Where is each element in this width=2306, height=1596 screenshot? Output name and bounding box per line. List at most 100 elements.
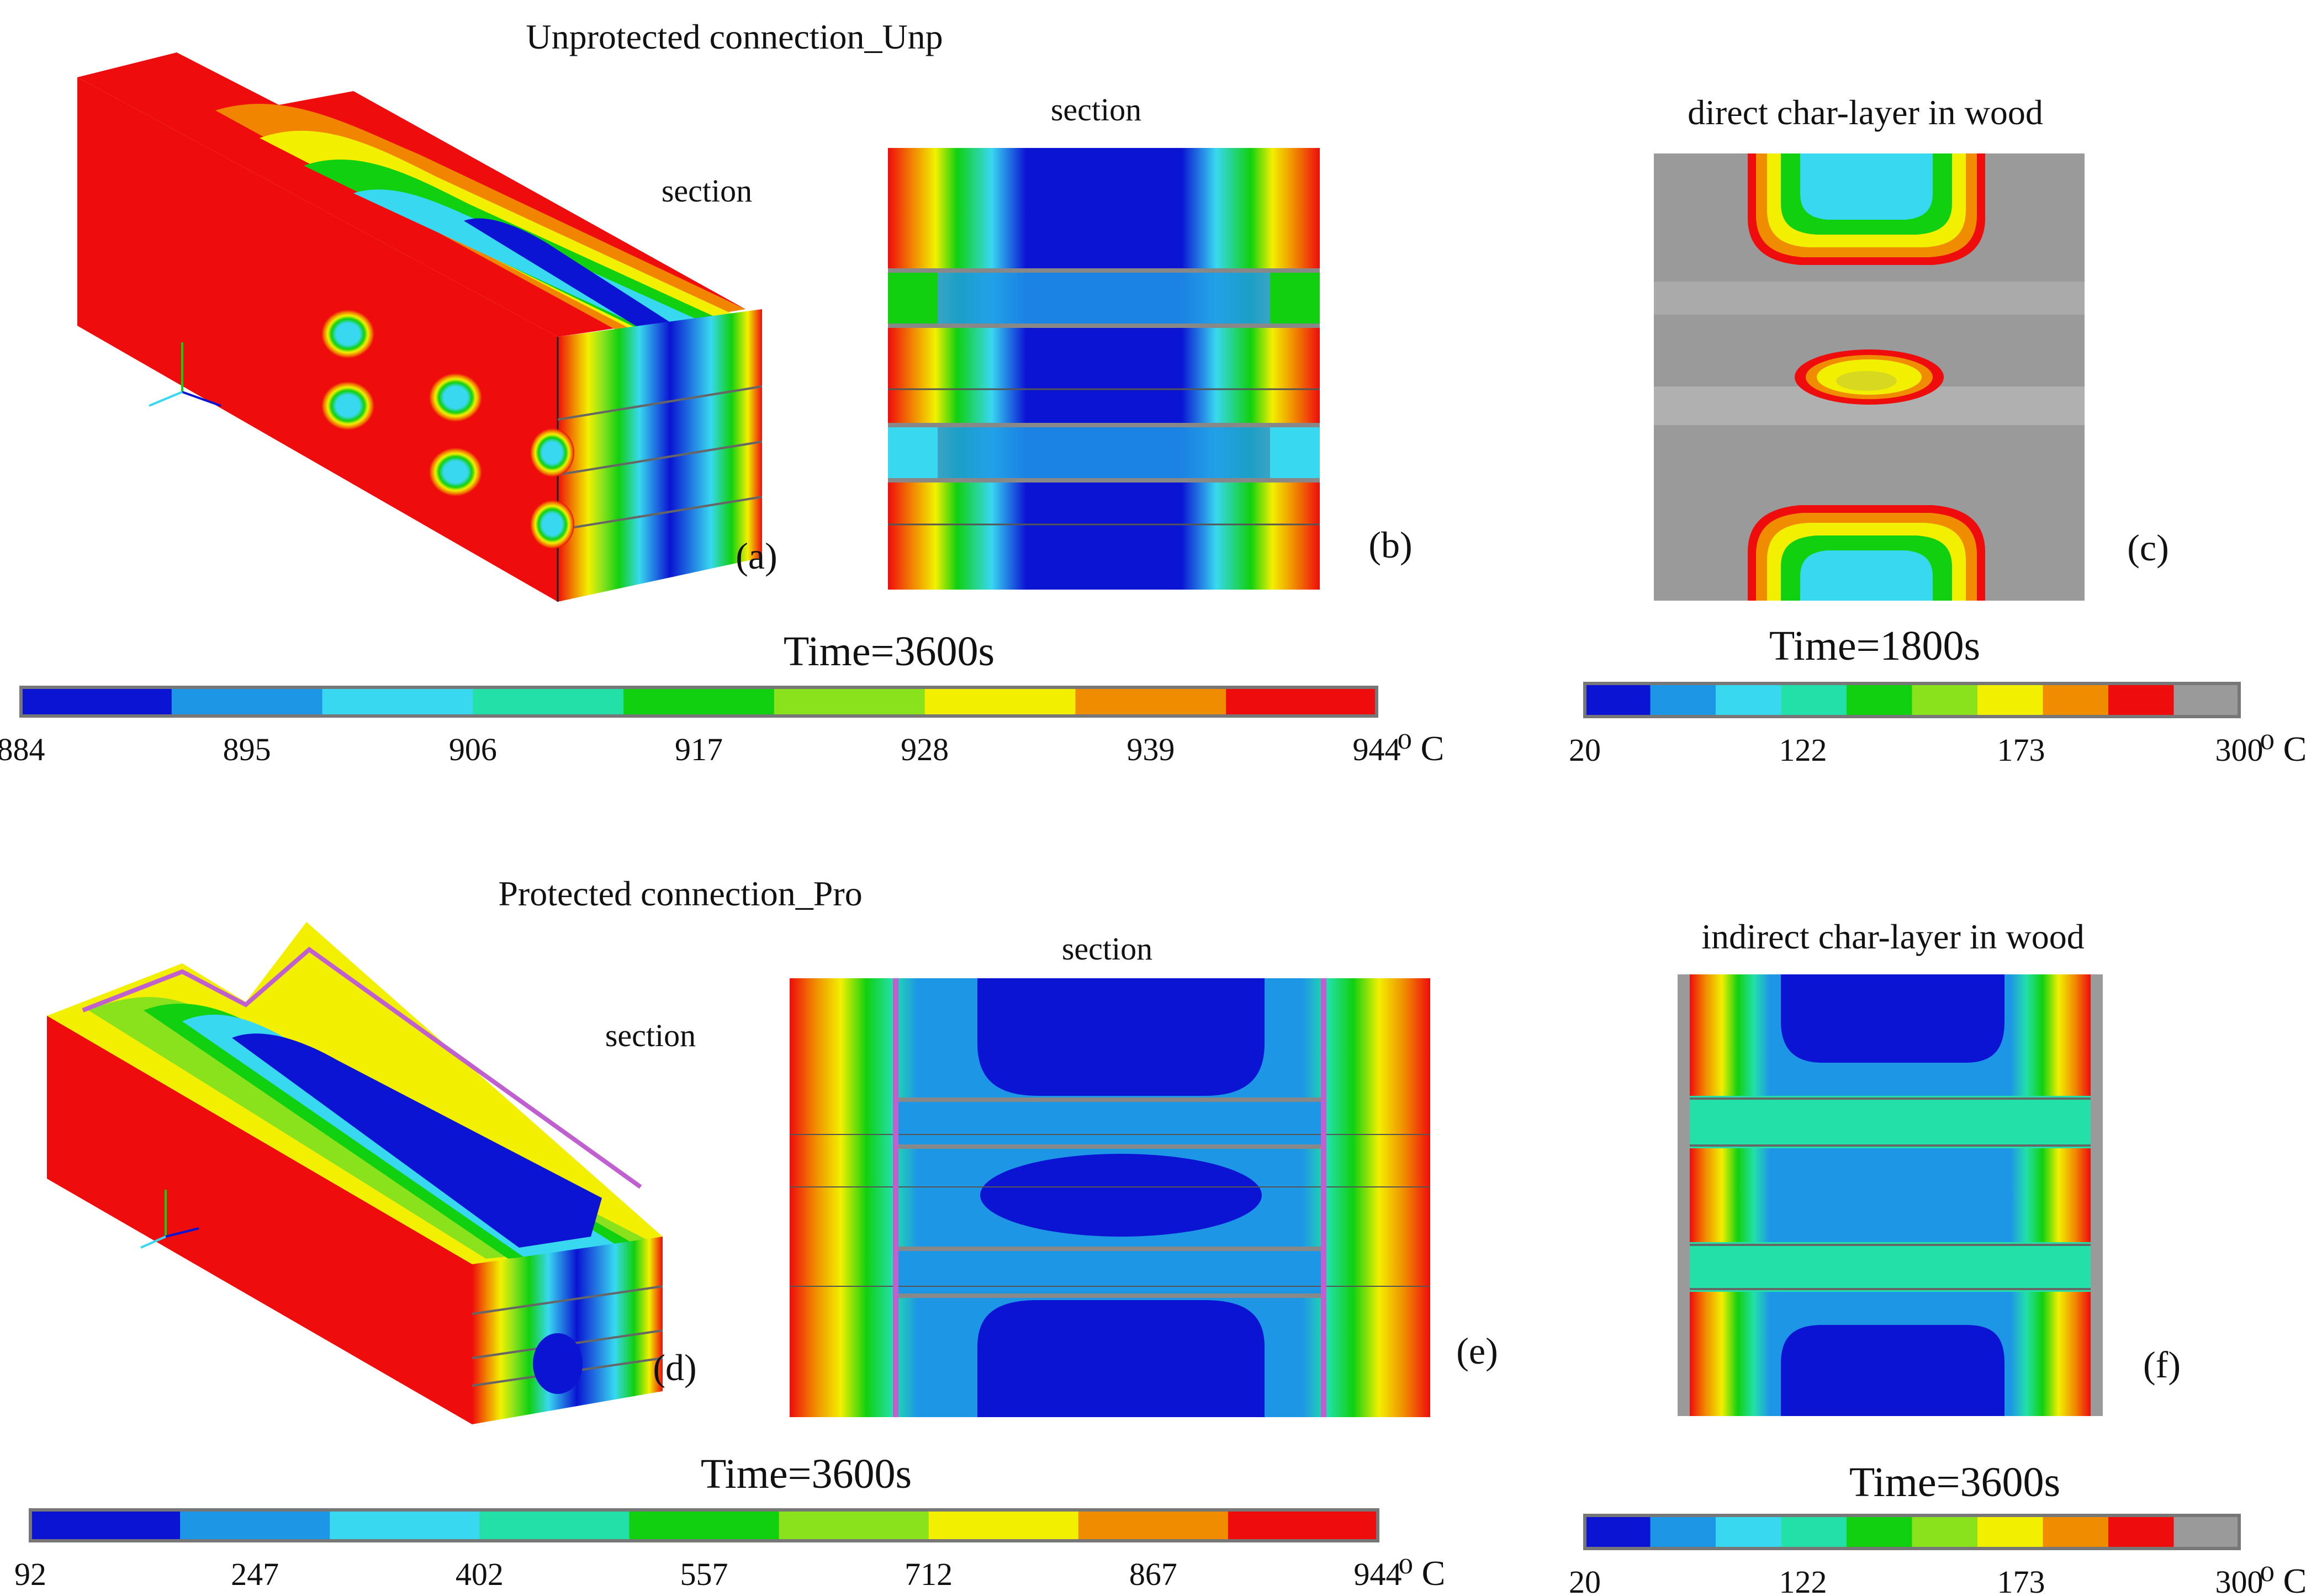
top-time-char: Time=1800s (1769, 623, 1980, 669)
panel-d-section-label: section (605, 1017, 696, 1053)
top-time-main: Time=3600s (784, 628, 995, 675)
colorbar-tick-label: 20 (1569, 732, 1601, 768)
colorbar-segment (2108, 1515, 2174, 1549)
colorbar-tick-label: 20 (1569, 1564, 1601, 1596)
panel-d-cold-core (232, 1033, 602, 1248)
bolt-hole-patch (321, 381, 374, 430)
panel-d-front-face (47, 1016, 472, 1424)
colorbar-segment (1650, 683, 1716, 717)
panel-b-section-label: section (1051, 92, 1141, 128)
colorbar-segment (1716, 683, 1781, 717)
colorbar-tick-label: 122 (1779, 732, 1827, 768)
panel-b-label: (b) (1368, 524, 1412, 566)
colorbar-segment (479, 1510, 630, 1541)
colorbar-segment (1912, 683, 1978, 717)
colorbar-segment (1650, 1515, 1716, 1549)
colorbar-segment (1977, 1515, 2043, 1549)
colorbar-segment (1912, 1515, 1978, 1549)
bolt-hole-patch (429, 448, 482, 496)
colorbar-tick-label: 906 (449, 731, 497, 767)
colorbar-segment (1781, 683, 1847, 717)
colorbar-unit-label: ⁰ C (2260, 1561, 2306, 1596)
panel-c-label: (c) (2127, 527, 2169, 569)
colorbar-tick-label: 928 (901, 731, 949, 767)
colorbar-tick-label: 939 (1126, 731, 1175, 767)
bottom-time-char: Time=3600s (1849, 1459, 2060, 1505)
top-title: Unprotected connection_Unp (526, 17, 943, 56)
colorbar-tick-label: 944 (1353, 731, 1401, 767)
colorbar-segment (1977, 683, 2043, 717)
bottom-title: Protected connection_Pro (498, 874, 862, 913)
bolt-hole-patch (530, 428, 574, 477)
colorbar-tick-label: 300 (2215, 732, 2263, 768)
panel-a-section-label: section (662, 173, 752, 209)
colorbar-segment (1075, 687, 1226, 716)
colorbar-frame (19, 686, 1378, 718)
axis-triad-icon (140, 1190, 199, 1249)
colorbar-segment (1781, 1515, 1847, 1549)
panel-e-label: (e) (1456, 1330, 1498, 1372)
panel-f-char-plot (1678, 974, 2103, 1416)
colorbar-tick-label: 895 (223, 731, 271, 767)
colorbar-segment (1585, 683, 1651, 717)
colorbar-tick-label: 173 (1997, 1564, 2045, 1596)
colorbar-frame (1583, 682, 2241, 718)
panel-a-label: (a) (736, 535, 777, 577)
colorbar-segment (774, 687, 925, 716)
colorbar-segment (30, 1510, 181, 1541)
colorbar-segment (928, 1510, 1079, 1541)
colorbar-segment (473, 687, 624, 716)
colorbar-tick-label: 247 (231, 1556, 279, 1592)
colorbar-frame (1583, 1514, 2241, 1550)
panel-b-section-plot (888, 148, 1320, 590)
colorbar-tick-label: 867 (1129, 1556, 1177, 1592)
panel-f-label: (f) (2143, 1344, 2181, 1386)
colorbar-tick-label: 122 (1779, 1564, 1827, 1596)
colorbar-segment (2043, 683, 2109, 717)
bolt-hole-patch (530, 500, 574, 549)
panel-a-cold-core (464, 218, 701, 342)
colorbar-tick-label: 300 (2215, 1564, 2263, 1596)
colorbar-tick-label: 944 (1354, 1556, 1402, 1592)
colorbar-segment (2108, 683, 2174, 717)
colorbar-segment (171, 687, 323, 716)
colorbar-segment (322, 687, 473, 716)
colorbar-tick-label: 917 (675, 731, 723, 767)
bolt-hole-patch (321, 310, 374, 358)
colorbar-tick-label: 173 (1997, 732, 2045, 768)
colorbar-tick-label: 557 (680, 1556, 728, 1592)
colorbar-segment (1226, 687, 1377, 716)
panel-d-label: (d) (653, 1346, 696, 1388)
panel-f-title: indirect char-layer in wood (1701, 917, 2085, 956)
panel-d-3d-model (47, 922, 663, 1424)
panel-c-title: direct char-layer in wood (1688, 93, 2043, 132)
colorbar-segment (21, 687, 172, 716)
panel-e-section-plot (790, 978, 1430, 1417)
colorbar-segment (1585, 1515, 1651, 1549)
colorbar-segment (2043, 1515, 2109, 1549)
colorbar-segment (924, 687, 1076, 716)
bottom-time-main: Time=3600s (701, 1451, 912, 1497)
colorbar-tick-label: 712 (905, 1556, 953, 1592)
colorbar-unit-label: ⁰ C (2260, 729, 2306, 768)
colorbar-tick-label: 402 (456, 1556, 504, 1592)
colorbar-segment (1847, 683, 1912, 717)
colorbar-segment (2173, 683, 2240, 717)
colorbar-segment (623, 687, 775, 716)
panel-c-char-plot (1654, 153, 2085, 601)
panel-a-side-face (558, 309, 762, 602)
panel-e-section-label: section (1062, 931, 1152, 967)
colorbar-segment (629, 1510, 780, 1541)
axis-triad-icon (149, 342, 221, 407)
colorbar-segment (779, 1510, 929, 1541)
bolt-hole-patch (429, 373, 482, 422)
colorbar-tick-label: 884 (0, 731, 45, 767)
colorbar-segment (1716, 1515, 1781, 1549)
colorbar-tick-label: 92 (14, 1556, 46, 1592)
colorbar-segment (330, 1510, 480, 1541)
panel-a-3d-model (77, 52, 763, 602)
